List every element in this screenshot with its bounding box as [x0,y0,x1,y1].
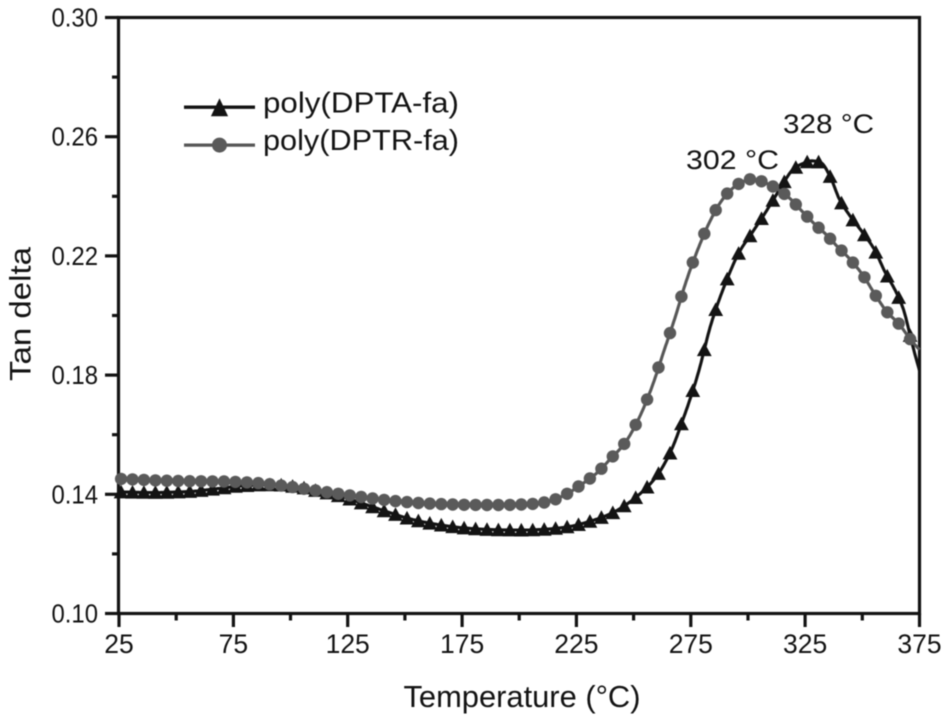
svg-text:75: 75 [219,629,248,659]
svg-text:328 °C: 328 °C [783,109,874,139]
svg-text:375: 375 [897,629,941,659]
svg-text:25: 25 [104,629,133,659]
svg-text:325: 325 [783,629,827,659]
svg-text:302 °C: 302 °C [686,145,779,175]
svg-text:125: 125 [326,629,370,659]
svg-text:175: 175 [440,629,484,659]
svg-text:0.22: 0.22 [52,241,99,271]
svg-text:225: 225 [554,629,598,659]
svg-text:0.26: 0.26 [52,122,99,152]
svg-text:poly(DPTA-fa): poly(DPTA-fa) [263,87,459,119]
svg-text:Tan delta: Tan delta [5,247,38,381]
svg-text:0.30: 0.30 [52,3,99,33]
svg-text:0.14: 0.14 [52,479,99,509]
svg-text:275: 275 [669,629,713,659]
svg-text:0.10: 0.10 [52,599,99,629]
svg-text:Temperature (°C): Temperature (°C) [404,679,641,714]
svg-text:0.18: 0.18 [52,360,99,390]
svg-text:poly(DPTR-fa): poly(DPTR-fa) [263,125,459,157]
